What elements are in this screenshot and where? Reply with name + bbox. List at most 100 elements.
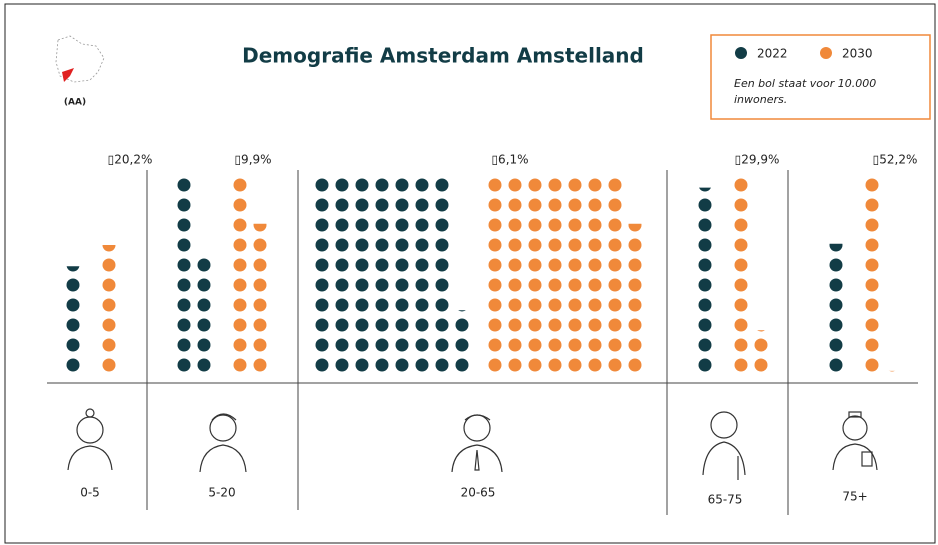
dot	[66, 358, 80, 372]
dot	[233, 178, 247, 192]
dot	[66, 298, 80, 312]
dot	[588, 178, 602, 192]
dot	[528, 258, 542, 272]
dot	[698, 198, 712, 212]
dot	[568, 358, 582, 372]
dot	[608, 238, 622, 252]
dot	[628, 358, 642, 372]
dot	[197, 338, 211, 352]
dot	[435, 338, 449, 352]
change-label: ▯6,1%	[491, 153, 528, 167]
dot	[754, 358, 768, 372]
dot	[508, 218, 522, 232]
dot	[488, 278, 502, 292]
dot	[177, 318, 191, 332]
dot	[177, 258, 191, 272]
dot	[315, 298, 329, 312]
dot	[435, 238, 449, 252]
legend-label: 2022	[757, 47, 788, 61]
dot	[435, 358, 449, 372]
dot-group	[102, 245, 116, 372]
dot	[829, 358, 843, 372]
dot	[355, 198, 369, 212]
dot	[548, 278, 562, 292]
dot	[865, 218, 879, 232]
dot	[488, 198, 502, 212]
dot	[233, 198, 247, 212]
dot	[375, 338, 389, 352]
category-label: 65-75	[708, 493, 743, 507]
dot	[865, 238, 879, 252]
dot-group	[66, 266, 80, 372]
dot	[455, 338, 469, 352]
change-label: ▯9,9%	[234, 153, 271, 167]
dot	[548, 258, 562, 272]
category-label: 20-65	[461, 486, 496, 500]
dot	[395, 298, 409, 312]
dot	[865, 338, 879, 352]
dot	[528, 358, 542, 372]
dot	[102, 318, 116, 332]
dot	[588, 358, 602, 372]
dot	[588, 198, 602, 212]
dot	[415, 318, 429, 332]
dot	[528, 198, 542, 212]
category-label: 0-5	[80, 486, 100, 500]
frame	[4, 3, 936, 544]
dot	[197, 358, 211, 372]
dot	[395, 198, 409, 212]
dot	[508, 198, 522, 212]
dot	[315, 318, 329, 332]
dot	[435, 198, 449, 212]
dot	[177, 298, 191, 312]
dot	[177, 358, 191, 372]
dot	[588, 258, 602, 272]
dot	[335, 258, 349, 272]
legend-note: Een bol staat voor 10.000	[734, 77, 876, 90]
dot	[628, 278, 642, 292]
figures	[67, 408, 878, 480]
dot	[865, 298, 879, 312]
dot	[415, 238, 429, 252]
dot-group	[233, 178, 267, 372]
dot	[177, 338, 191, 352]
dot	[102, 298, 116, 312]
dot	[698, 278, 712, 292]
dot	[754, 338, 768, 352]
dot	[66, 266, 80, 272]
legend-note: inwoners.	[734, 93, 787, 106]
dot	[734, 258, 748, 272]
dot	[375, 358, 389, 372]
change-label: ▯52,2%	[873, 153, 918, 167]
dot	[508, 298, 522, 312]
dot	[568, 278, 582, 292]
dot	[829, 338, 843, 352]
dot-group	[488, 178, 642, 372]
dot	[568, 238, 582, 252]
dot	[355, 278, 369, 292]
dot	[628, 338, 642, 352]
dot	[865, 278, 879, 292]
dot	[375, 298, 389, 312]
dot	[395, 258, 409, 272]
dot	[335, 218, 349, 232]
category-label: 75+	[842, 490, 867, 504]
dot	[435, 178, 449, 192]
dot	[335, 298, 349, 312]
dot	[197, 258, 211, 272]
dot	[508, 338, 522, 352]
dot	[829, 243, 843, 252]
dot	[355, 218, 369, 232]
dot	[628, 223, 642, 232]
dot	[233, 318, 247, 332]
dot	[315, 178, 329, 192]
dot	[435, 278, 449, 292]
dot	[66, 278, 80, 292]
dot	[315, 258, 329, 272]
legend-box	[710, 34, 931, 120]
dot	[355, 178, 369, 192]
dot	[375, 218, 389, 232]
dot	[568, 298, 582, 312]
change-label: ▯20,2%	[108, 153, 153, 167]
dot	[734, 358, 748, 372]
